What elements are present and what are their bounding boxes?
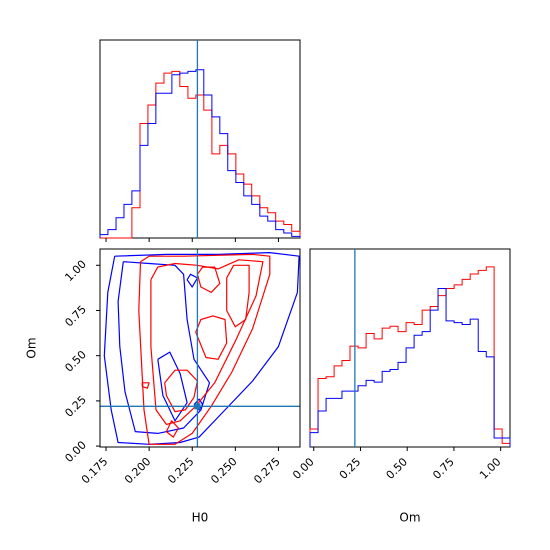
om-histogram-panel: 0.00 0.25 0.50 0.75 1.00 Om	[290, 248, 511, 525]
h0-hist-blue-step-line	[99, 69, 301, 238]
h0-x-tick-label: 0.175	[79, 455, 110, 486]
om-y-tick-label: 1.00	[62, 258, 89, 285]
red-contour-line	[226, 264, 250, 328]
h0-hist-blue-series	[99, 69, 301, 238]
red-contour-line	[195, 315, 228, 360]
blue-contour-line	[157, 351, 188, 422]
red-contour-line	[165, 420, 179, 438]
red-contour-line	[138, 253, 271, 445]
om-y-axis-label: Om	[25, 337, 39, 358]
joint-contours	[100, 249, 300, 447]
om-hist-blue-series	[309, 287, 511, 447]
om-hist-red-step-line	[309, 266, 511, 447]
om-x-tick-label: 0.25	[337, 455, 364, 482]
om-y-tick-label: 0.50	[62, 348, 89, 375]
om-hist-red-series	[309, 266, 511, 447]
h0-histogram-panel	[99, 39, 301, 242]
h0-hist-red-step-line	[100, 70, 301, 239]
joint-contour-panel: 0.175 0.200 0.225 0.250 0.275 0.00 0.25 0.50 0.7…	[25, 248, 301, 525]
joint-truth-marker	[194, 403, 201, 410]
h0-x-tick-label: 0.250	[208, 455, 239, 486]
om-y-tick-label: 0.75	[62, 303, 89, 330]
h0-x-tick-label: 0.200	[122, 455, 153, 486]
red-contour-line	[141, 382, 150, 389]
blue-contour-line	[117, 261, 211, 434]
h0-hist-red-series	[100, 70, 301, 239]
om-x-axis-label: Om	[399, 511, 420, 525]
om-y-tick-label: 0.25	[62, 393, 89, 420]
om-x-tick-label: 0.50	[384, 455, 411, 482]
om-x-tick-label: 0.00	[290, 455, 317, 482]
om-y-tick-label: 0.00	[62, 438, 89, 465]
h0-histogram-frame	[99, 39, 301, 239]
h0-x-axis-label: H0	[192, 511, 209, 525]
h0-x-tick-label: 0.275	[251, 455, 282, 486]
joint-frame	[99, 248, 301, 448]
om-x-tick-label: 1.00	[477, 455, 504, 482]
h0-x-tick-label: 0.225	[165, 455, 196, 486]
om-histogram-frame	[309, 248, 511, 448]
om-x-tick-label: 0.75	[430, 455, 457, 482]
om-hist-blue-step-line	[309, 287, 511, 447]
red-contour-line	[164, 369, 198, 413]
red-contour-line	[196, 266, 221, 293]
blue-contour-line	[186, 273, 198, 288]
blue-contour-line	[103, 252, 300, 445]
